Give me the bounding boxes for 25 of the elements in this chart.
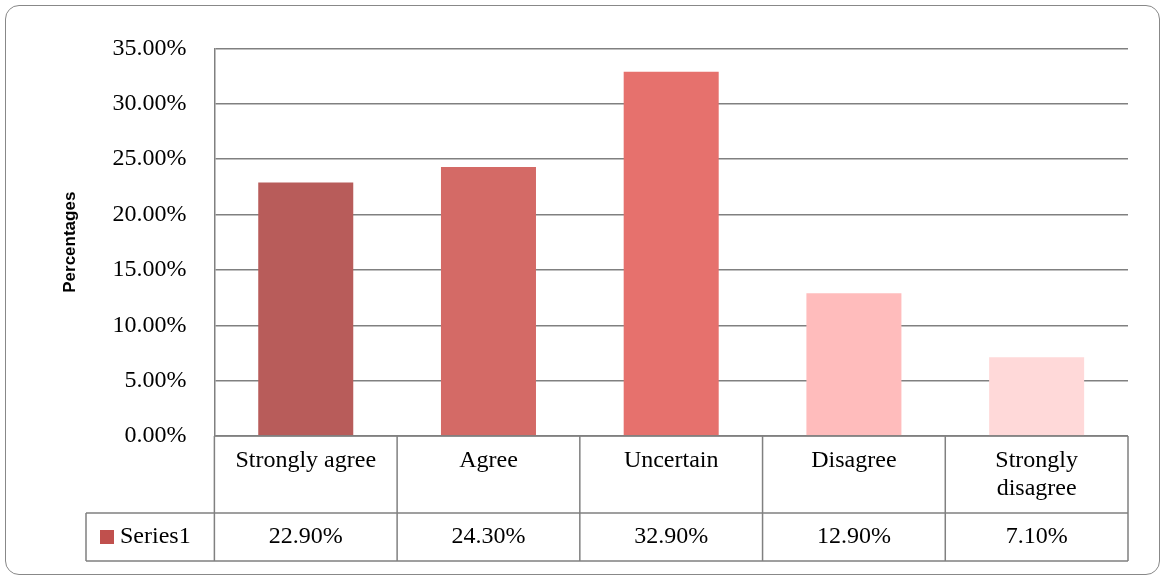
y-axis-title: Percentages: [59, 191, 79, 293]
bar: [258, 182, 354, 436]
bar: [623, 71, 719, 436]
data-label: 32.90%: [634, 522, 709, 549]
y-tick-label: 5.00%: [124, 365, 187, 392]
y-tick-label: 20.00%: [112, 199, 187, 226]
y-tick-label: 15.00%: [112, 255, 187, 282]
data-label: 12.90%: [816, 522, 891, 549]
data-label: 24.30%: [451, 522, 526, 549]
bar: [806, 293, 902, 436]
data-label: 22.90%: [268, 522, 343, 549]
x-tick-label: Strongly agree: [235, 445, 377, 472]
bar: [440, 166, 536, 436]
x-tick-label: Disagree: [811, 445, 897, 472]
x-tick-label: Strongly disagree: [995, 445, 1078, 501]
y-tick-label: 0.00%: [124, 421, 187, 448]
y-tick-label: 10.00%: [112, 310, 187, 337]
y-tick-label: 25.00%: [112, 144, 187, 171]
data-label: 7.10%: [1005, 522, 1068, 549]
legend-label: Series1: [120, 522, 191, 549]
bar: [989, 357, 1085, 436]
y-tick-label: 35.00%: [112, 33, 187, 60]
x-tick-label: Uncertain: [623, 445, 719, 472]
y-tick-label: 30.00%: [112, 89, 187, 116]
x-tick-label: Agree: [459, 445, 518, 472]
